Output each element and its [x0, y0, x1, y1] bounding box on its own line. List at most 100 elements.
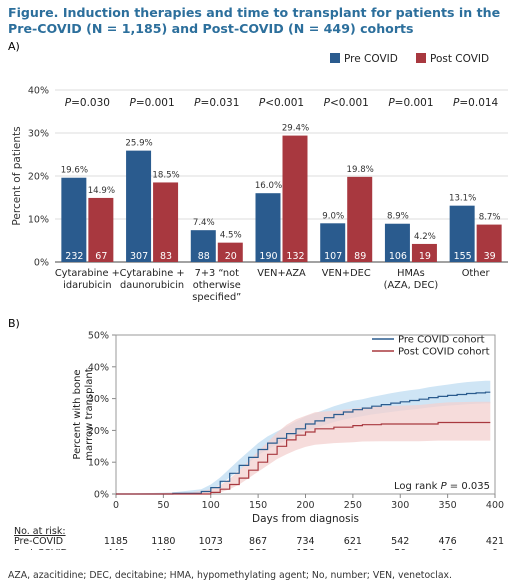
log-rank-annotation: Log rank P = 0.035 — [394, 481, 490, 492]
at-risk-value: 449 — [107, 548, 125, 550]
bar-count-label: 107 — [324, 251, 342, 262]
series-line — [116, 421, 491, 495]
bar-count-label: 307 — [130, 251, 148, 262]
at-risk-value: 421 — [486, 536, 504, 547]
bar-count-label: 89 — [354, 251, 366, 262]
y-axis-label: Percent of patients — [11, 126, 23, 225]
at-risk-value: 19 — [442, 548, 454, 550]
category-label: VEN+AZA — [257, 268, 306, 279]
y-tick-label: 20% — [88, 426, 109, 437]
series-line — [116, 391, 491, 495]
x-tick-label: 350 — [439, 500, 457, 511]
p-value-label: P=0.001 — [388, 97, 433, 109]
category-label: VEN+DEC — [322, 268, 371, 279]
category-label: Cytarabine + — [55, 268, 120, 279]
bar-value-label: 25.9% — [125, 139, 152, 149]
at-risk-value: 357 — [202, 548, 220, 550]
bar — [217, 242, 243, 262]
at-risk-value: 156 — [296, 548, 314, 550]
bar-value-label: 7.4% — [193, 218, 215, 228]
category-label: 7+3 “not — [195, 268, 240, 279]
figure-title: Figure. Induction therapies and time to … — [8, 5, 501, 36]
bar-value-label: 19.6% — [61, 166, 88, 176]
y-tick-label: 0% — [94, 490, 109, 501]
bar-count-label: 67 — [95, 251, 107, 262]
at-risk-value: 1180 — [151, 536, 175, 547]
bar-chart-induction-therapies: A) 0% 10% 20% 30% 40% Percent of patients Pre C… — [8, 40, 508, 303]
y-tick-label: 30% — [88, 394, 109, 405]
bar-value-label: 18.5% — [152, 170, 179, 180]
bar — [476, 224, 502, 262]
category-label: specified” — [192, 292, 241, 303]
line-chart-time-to-transplant: B) 0% 10% 20% 30% 40% 50% 0 50 100 150 200 250 300 350… — [8, 317, 504, 550]
category-label: otherwise — [193, 280, 241, 291]
x-tick-label: 100 — [202, 500, 220, 511]
y-tick-label: 40% — [28, 86, 49, 97]
bar-value-label: 9.0% — [322, 211, 344, 221]
bar-count-label: 20 — [225, 251, 237, 262]
legend-label: Pre COVID cohort — [398, 335, 485, 346]
bar — [153, 182, 179, 262]
category-label: (AZA, DEC) — [384, 280, 439, 291]
y-tick-label: 40% — [88, 362, 109, 373]
bar-value-label: 8.7% — [479, 213, 501, 223]
legend-label: Post COVID cohort — [398, 347, 490, 358]
y-tick-label: 20% — [28, 172, 49, 183]
x-tick-label: 150 — [249, 500, 267, 511]
panel-label-b: B) — [8, 317, 20, 330]
bar — [190, 230, 216, 262]
bar-count-label: 190 — [259, 251, 277, 262]
bar — [347, 176, 373, 262]
bar-value-label: 14.9% — [88, 186, 115, 196]
p-value-label: P<0.001 — [324, 97, 369, 109]
bar-count-label: 39 — [484, 251, 496, 262]
y-tick-label: 0% — [34, 258, 49, 269]
bar-count-label: 83 — [160, 251, 172, 262]
legend-swatch — [416, 53, 426, 63]
bar — [320, 223, 346, 262]
p-value-label: P<0.001 — [259, 97, 304, 109]
at-risk-row-label: Pre-COVID — [14, 536, 63, 547]
footnote: AZA, azacitidine; DEC, decitabine; HMA, … — [8, 570, 452, 581]
at-risk-header: No. at risk: — [14, 526, 66, 537]
x-tick-label: 250 — [344, 500, 362, 511]
at-risk-value: 476 — [439, 536, 457, 547]
at-risk-value: 1073 — [199, 536, 223, 547]
bar-count-label: 106 — [389, 251, 407, 262]
bar-value-label: 8.9% — [387, 212, 409, 222]
y-tick-label: 10% — [28, 215, 49, 226]
bar — [255, 193, 281, 262]
p-value-label: P=0.014 — [453, 97, 499, 109]
y-tick-label: 50% — [88, 331, 109, 342]
bar — [449, 205, 475, 262]
x-tick-label: 400 — [486, 500, 504, 511]
panel-label-a: A) — [8, 40, 20, 53]
x-axis-label: Days from diagnosis — [252, 513, 359, 525]
at-risk-value: 867 — [249, 536, 267, 547]
bar — [282, 135, 308, 262]
x-tick-label: 50 — [157, 500, 169, 511]
at-risk-value: 542 — [391, 536, 409, 547]
legend-label: Post COVID — [430, 53, 489, 65]
x-tick-label: 200 — [296, 500, 314, 511]
bar — [384, 223, 410, 262]
at-risk-row-label: Post-COVID — [14, 548, 68, 550]
x-tick-label: 0 — [113, 500, 119, 511]
bar-value-label: 19.8% — [347, 165, 374, 175]
at-risk-value: 90 — [347, 548, 359, 550]
x-tick-label: 300 — [391, 500, 409, 511]
at-risk-value: 621 — [344, 536, 362, 547]
bar — [411, 243, 437, 262]
bar-count-label: 88 — [198, 251, 210, 262]
y-axis-label: marrow transplant — [84, 368, 95, 460]
at-risk-value: 0 — [492, 548, 498, 550]
bar-value-label: 29.4% — [282, 124, 309, 134]
y-axis-label: Percent with bone — [72, 369, 83, 459]
y-tick-label: 10% — [88, 458, 109, 469]
bar — [88, 197, 114, 262]
legend-swatch — [330, 53, 340, 63]
bar-value-label: 4.5% — [220, 231, 242, 241]
p-value-label: P=0.031 — [194, 97, 239, 109]
y-tick-label: 30% — [28, 129, 49, 140]
legend-label: Pre COVID — [344, 53, 398, 65]
